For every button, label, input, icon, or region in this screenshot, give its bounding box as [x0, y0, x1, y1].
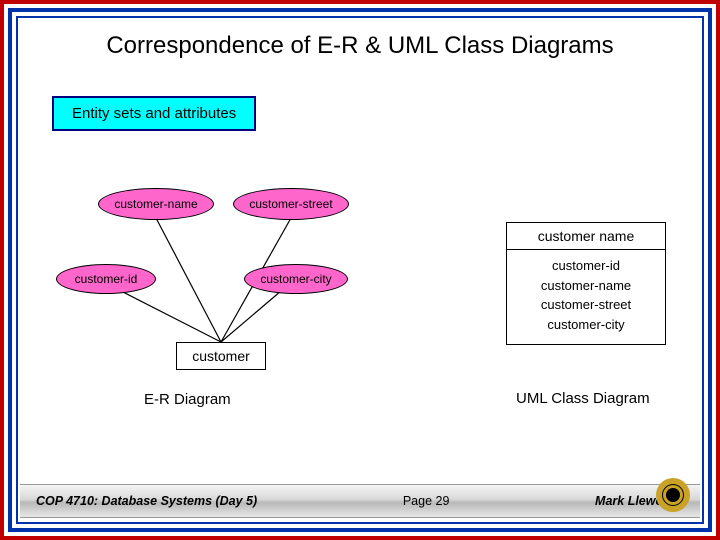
- uml-caption: UML Class Diagram: [516, 390, 650, 407]
- er-diagram: customer-name customer-street customer-id c…: [46, 164, 426, 404]
- er-caption: E-R Diagram: [144, 391, 231, 408]
- footer-bar: COP 4710: Database Systems (Day 5) Page …: [20, 484, 700, 518]
- er-entity-label: customer: [192, 348, 250, 364]
- er-attribute: customer-street: [233, 188, 349, 220]
- er-entity: customer: [176, 342, 266, 370]
- footer-left: COP 4710: Database Systems (Day 5): [36, 494, 257, 508]
- footer-center: Page 29: [403, 494, 450, 508]
- er-attribute-label: customer-name: [114, 197, 197, 211]
- subtitle-text: Entity sets and attributes: [72, 105, 236, 122]
- er-attribute: customer-name: [98, 188, 214, 220]
- uml-class-box: customer name customer-idcustomer-namecu…: [506, 222, 666, 345]
- slide: Correspondence of E-R & UML Class Diagra…: [0, 0, 720, 540]
- er-attribute: customer-city: [244, 264, 348, 294]
- uml-class-attrs: customer-idcustomer-namecustomer-streetc…: [507, 250, 665, 344]
- er-attribute: customer-id: [56, 264, 156, 294]
- uml-attr-line: customer-id: [517, 256, 655, 276]
- uml-diagram: customer name customer-idcustomer-namecu…: [506, 222, 666, 345]
- uml-attr-line: customer-city: [517, 315, 655, 335]
- er-attribute-label: customer-city: [260, 272, 331, 286]
- uml-attr-line: customer-street: [517, 295, 655, 315]
- er-attribute-label: customer-street: [249, 197, 332, 211]
- slide-title: Correspondence of E-R & UML Class Diagra…: [4, 32, 716, 60]
- uml-attr-line: customer-name: [517, 276, 655, 296]
- logo-icon: [656, 478, 690, 512]
- er-attribute-label: customer-id: [75, 272, 138, 286]
- uml-class-name: customer name: [507, 223, 665, 250]
- subtitle-box: Entity sets and attributes: [52, 96, 256, 131]
